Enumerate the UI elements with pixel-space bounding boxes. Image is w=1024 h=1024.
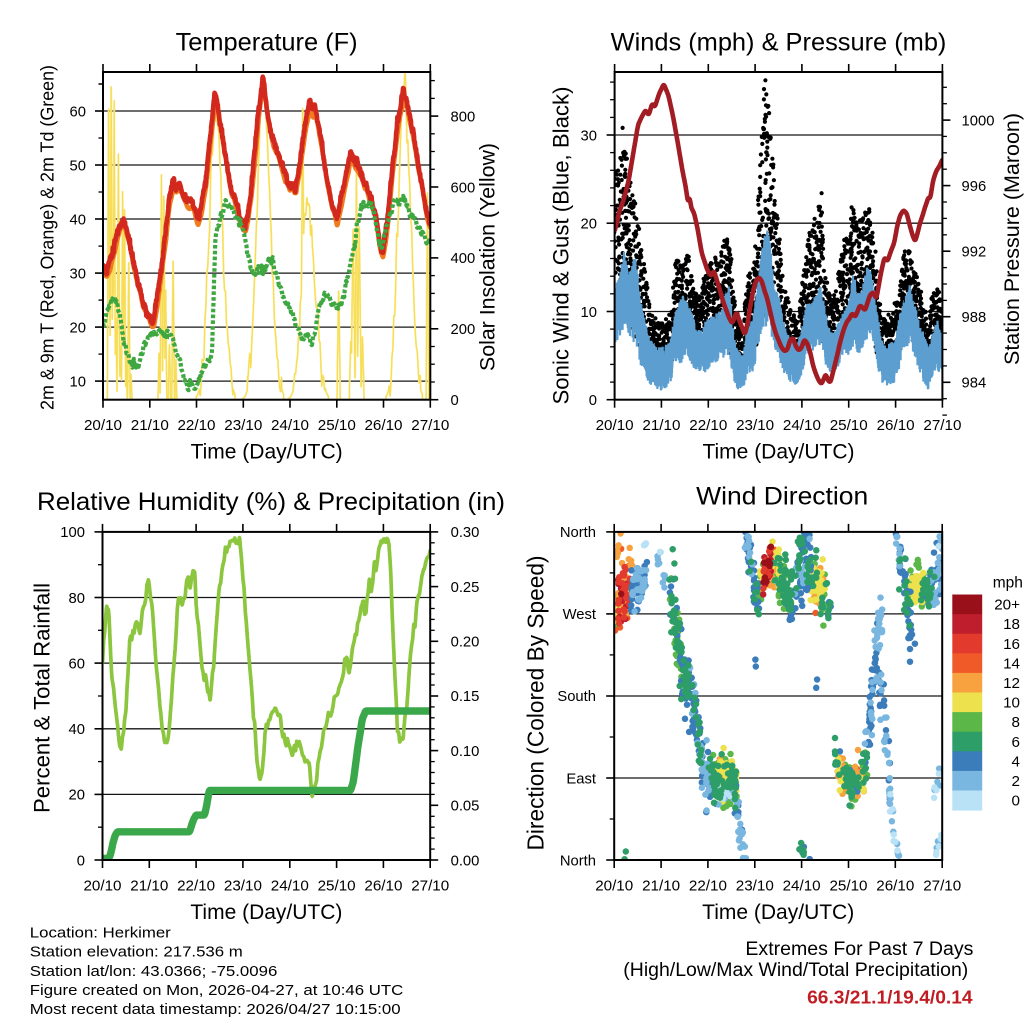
svg-text:800: 800 <box>451 109 476 125</box>
svg-text:Solar Insolation (Yellow): Solar Insolation (Yellow) <box>476 143 500 371</box>
svg-text:0.15: 0.15 <box>451 689 480 705</box>
svg-text:20: 20 <box>70 320 86 336</box>
svg-text:21/10: 21/10 <box>131 417 169 434</box>
svg-text:100: 100 <box>60 525 85 541</box>
svg-text:60: 60 <box>70 104 86 120</box>
svg-text:23/10: 23/10 <box>736 417 774 434</box>
svg-text:20/10: 20/10 <box>84 417 122 434</box>
svg-text:25/10: 25/10 <box>830 417 868 434</box>
svg-text:0: 0 <box>77 853 85 869</box>
svg-text:20: 20 <box>581 217 597 233</box>
svg-text:600: 600 <box>451 180 476 196</box>
svg-text:22/10: 22/10 <box>177 417 215 434</box>
svg-text:0.30: 0.30 <box>451 525 480 541</box>
svg-text:Relative Humidity (%) & Precip: Relative Humidity (%) & Precipitation (i… <box>37 488 505 516</box>
svg-text:10: 10 <box>581 305 597 321</box>
svg-text:20/10: 20/10 <box>596 417 634 434</box>
svg-text:0: 0 <box>451 393 459 409</box>
svg-text:Station Pressure (Maroon): Station Pressure (Maroon) <box>999 113 1024 365</box>
svg-text:80: 80 <box>69 591 85 607</box>
svg-text:24/10: 24/10 <box>783 417 821 434</box>
svg-text:0.05: 0.05 <box>451 799 480 815</box>
svg-text:30: 30 <box>581 128 597 144</box>
svg-text:22/10: 22/10 <box>177 877 215 894</box>
svg-text:26/10: 26/10 <box>364 417 402 434</box>
svg-text:25/10: 25/10 <box>318 877 356 894</box>
svg-text:0.20: 0.20 <box>451 635 480 651</box>
svg-text:22/10: 22/10 <box>689 417 727 434</box>
svg-text:988: 988 <box>962 310 987 326</box>
svg-text:50: 50 <box>70 158 86 174</box>
svg-text:0.00: 0.00 <box>451 853 480 869</box>
svg-text:26/10: 26/10 <box>364 877 402 894</box>
svg-text:24/10: 24/10 <box>271 417 309 434</box>
svg-text:40: 40 <box>69 722 85 738</box>
svg-text:200: 200 <box>451 322 476 338</box>
svg-text:0: 0 <box>589 393 597 409</box>
svg-text:30: 30 <box>70 266 86 282</box>
svg-text:27/10: 27/10 <box>411 417 449 434</box>
svg-text:400: 400 <box>451 251 476 267</box>
svg-text:1000: 1000 <box>962 113 995 129</box>
svg-text:Temperature (F): Temperature (F) <box>176 28 358 56</box>
svg-text:0.25: 0.25 <box>451 580 480 596</box>
svg-text:Time (Day/UTC): Time (Day/UTC) <box>190 901 342 924</box>
svg-text:27/10: 27/10 <box>411 877 449 894</box>
svg-text:21/10: 21/10 <box>130 877 168 894</box>
svg-text:Sonic Wind & Gust (Blue, Black: Sonic Wind & Gust (Blue, Black) <box>549 87 574 405</box>
svg-text:2m & 9m T (Red, Orange) & 2m T: 2m & 9m T (Red, Orange) & 2m Td (Green) <box>38 65 58 410</box>
svg-text:24/10: 24/10 <box>271 877 309 894</box>
svg-text:60: 60 <box>69 656 85 672</box>
svg-text:20: 20 <box>69 788 85 804</box>
svg-text:Time (Day/UTC): Time (Day/UTC) <box>191 441 343 464</box>
svg-text:Percent & Total Rainfall: Percent & Total Rainfall <box>30 583 55 813</box>
svg-text:10: 10 <box>70 374 86 390</box>
svg-text:0.10: 0.10 <box>451 744 480 760</box>
svg-text:23/10: 23/10 <box>224 417 262 434</box>
svg-text:23/10: 23/10 <box>224 877 262 894</box>
svg-text:996: 996 <box>962 179 987 195</box>
svg-text:Time (Day/UTC): Time (Day/UTC) <box>702 441 854 464</box>
svg-text:984: 984 <box>962 376 987 392</box>
svg-text:Winds (mph) & Pressure (mb): Winds (mph) & Pressure (mb) <box>611 28 947 56</box>
svg-text:21/10: 21/10 <box>642 417 680 434</box>
svg-text:25/10: 25/10 <box>318 417 356 434</box>
svg-text:20/10: 20/10 <box>83 877 121 894</box>
svg-text:992: 992 <box>962 245 987 261</box>
svg-text:26/10: 26/10 <box>877 417 915 434</box>
svg-text:27/10: 27/10 <box>923 417 961 434</box>
svg-text:40: 40 <box>70 212 86 228</box>
